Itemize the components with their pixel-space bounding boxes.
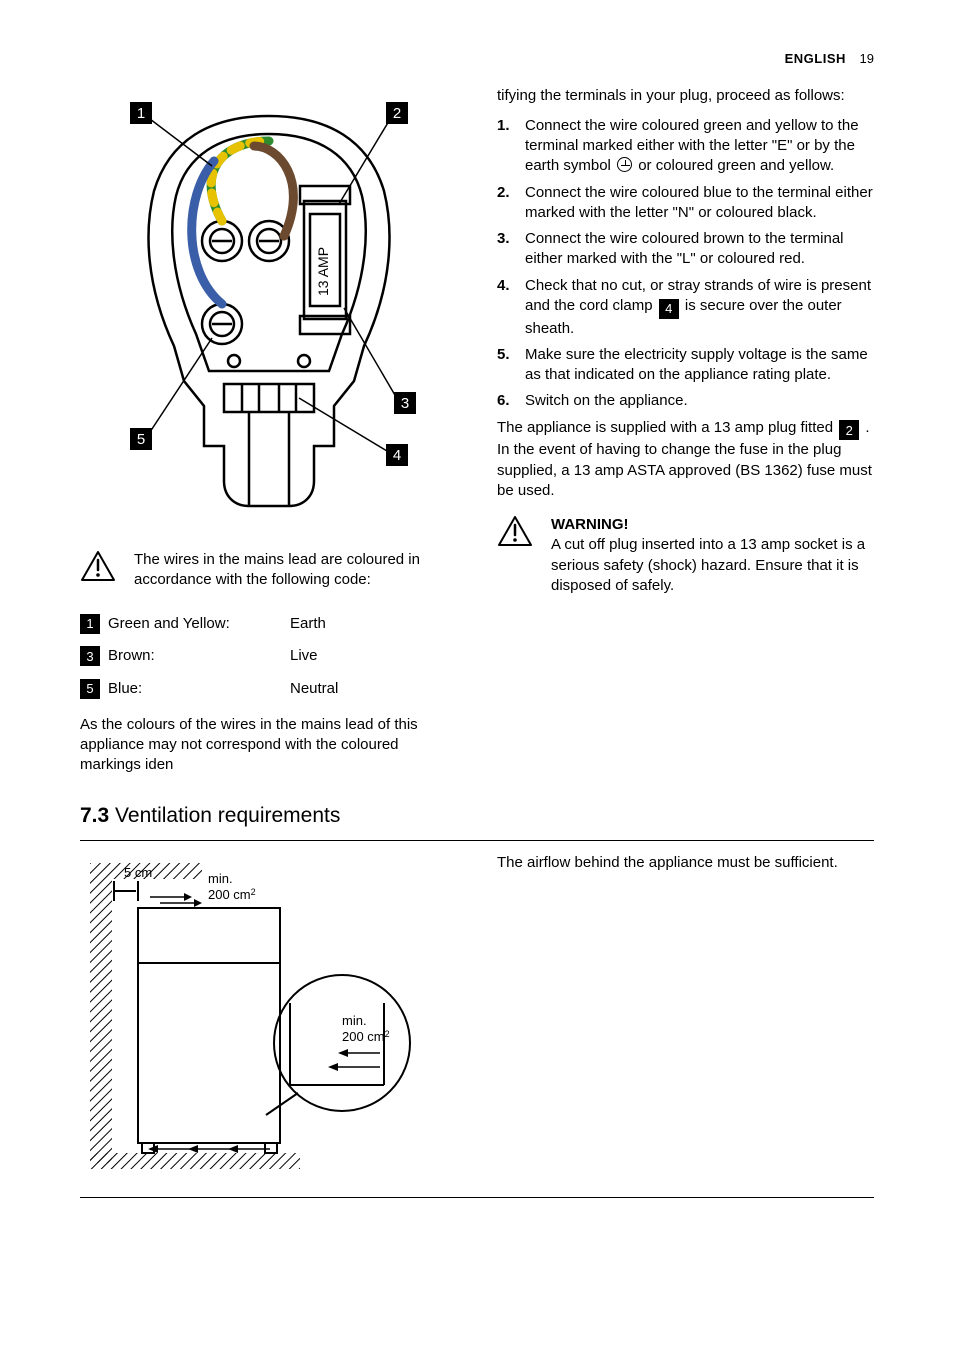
wire-colour-table: 1 Green and Yellow: Earth 3 Brown: Live … [80, 608, 457, 705]
wire-function: Live [290, 646, 318, 666]
side-vent-min: min. [342, 1013, 367, 1028]
wire-function: Earth [290, 614, 326, 634]
fuse-amp-label: 13 AMP [315, 247, 331, 296]
wire-colour: Green and Yellow: [108, 614, 230, 634]
fuse-badge: 2 [839, 420, 859, 440]
top-vent-min: min. [208, 871, 233, 886]
svg-text:1: 1 [136, 105, 144, 122]
svg-text:4: 4 [392, 447, 400, 464]
left-column: 13 AMP 1 2 3 4 5 [80, 86, 457, 776]
list-item: Switch on the appliance. [497, 391, 874, 411]
wire-colour: Blue: [108, 679, 142, 699]
svg-text:5: 5 [136, 431, 144, 448]
ventilation-text-column: The airflow behind the appliance must be… [497, 853, 874, 1189]
wire-colour: Brown: [108, 646, 155, 666]
right-column: tifying the terminals in your plug, proc… [497, 86, 874, 776]
svg-text:200 cm2: 200 cm2 [208, 887, 256, 902]
wire-badge: 3 [80, 646, 100, 666]
header-language: ENGLISH [785, 51, 846, 66]
list-item: Make sure the electricity supply voltage… [497, 345, 874, 386]
ventilation-text: The airflow behind the appliance must be… [497, 853, 874, 873]
caution-icon [80, 550, 116, 582]
svg-text:2: 2 [392, 105, 400, 122]
header-page-number: 19 [860, 51, 874, 66]
list-item: Connect the wire coloured brown to the t… [497, 229, 874, 270]
fuse-paragraph: The appliance is supplied with a 13 amp … [497, 418, 874, 502]
wires-note-text: The wires in the mains lead are coloured… [134, 550, 457, 591]
warning-title: WARNING! [551, 515, 874, 535]
ventilation-diagram: 5 cm min. 200 cm2 min. 200 cm2 [80, 853, 420, 1183]
page-header: ENGLISH 19 [80, 50, 874, 68]
wire-badge: 1 [80, 614, 100, 634]
svg-text:3: 3 [400, 395, 408, 412]
plug-wiring-diagram: 13 AMP 1 2 3 4 5 [104, 86, 434, 526]
svg-text:200 cm2: 200 cm2 [342, 1029, 390, 1044]
section-title: 7.3 Ventilation requirements [80, 802, 874, 830]
list-item: Connect the wire coloured blue to the te… [497, 183, 874, 224]
side-vent-area: 200 cm [342, 1029, 385, 1044]
gap-label: 5 cm [124, 865, 152, 880]
right-top-paragraph: tifying the terminals in your plug, proc… [497, 86, 874, 106]
wire-badge: 5 [80, 679, 100, 699]
warning-icon [497, 515, 533, 547]
table-row: 1 Green and Yellow: Earth [80, 608, 457, 640]
bottom-rule [80, 1197, 874, 1198]
table-row: 3 Brown: Live [80, 640, 457, 672]
top-vent-area: 200 cm [208, 887, 251, 902]
section-number: 7.3 [80, 804, 109, 827]
warning-body: A cut off plug inserted into a 13 amp so… [551, 535, 874, 596]
wiring-steps-list: Connect the wire coloured green and yell… [497, 116, 874, 412]
list-item: Check that no cut, or stray strands of w… [497, 276, 874, 339]
ventilation-diagram-column: 5 cm min. 200 cm2 min. 200 cm2 [80, 853, 457, 1189]
step-badge: 4 [659, 299, 679, 319]
wire-function: Neutral [290, 679, 338, 699]
below-table-paragraph: As the colours of the wires in the mains… [80, 715, 457, 776]
section-name: Ventilation requirements [115, 804, 340, 827]
section-rule [80, 840, 874, 841]
table-row: 5 Blue: Neutral [80, 673, 457, 705]
list-item: Connect the wire coloured green and yell… [497, 116, 874, 177]
earth-symbol-icon [617, 157, 632, 172]
